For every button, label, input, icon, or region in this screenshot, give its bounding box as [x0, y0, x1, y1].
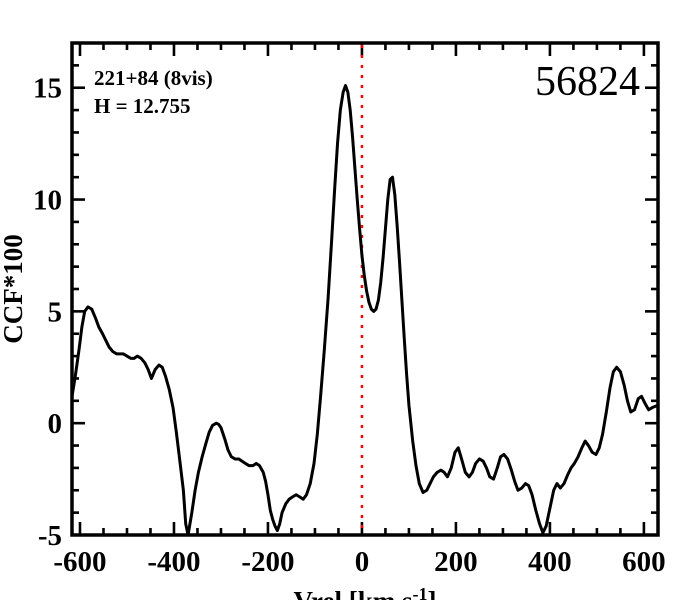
- x-axis-title: Vrel [km s-1]: [294, 584, 437, 600]
- x-tick-label: -600: [53, 546, 106, 578]
- magnitude-label: H = 12.755: [94, 94, 191, 118]
- x-axis-title-close: ]: [427, 586, 436, 600]
- x-axis-title-main: Vrel [km s: [294, 586, 413, 600]
- y-tick-label: -5: [38, 520, 62, 552]
- y-tick-label: 5: [48, 296, 63, 328]
- x-tick-label: -400: [147, 546, 200, 578]
- target-label: 221+84 (8vis): [94, 66, 213, 90]
- y-tick-label: 0: [48, 408, 63, 440]
- x-tick-label: 400: [528, 546, 572, 578]
- x-tick-label: 600: [622, 546, 666, 578]
- y-tick-label: 15: [33, 73, 62, 105]
- x-tick-label: -200: [241, 546, 294, 578]
- y-tick-label: 10: [33, 185, 62, 217]
- x-tick-label: 200: [434, 546, 478, 578]
- epoch-label: 56824: [535, 59, 640, 105]
- ccf-curve: [70, 83, 660, 537]
- x-axis-title-exponent: -1: [412, 584, 427, 600]
- y-axis-title: CCF*100: [0, 234, 28, 344]
- x-tick-label: 0: [355, 546, 370, 578]
